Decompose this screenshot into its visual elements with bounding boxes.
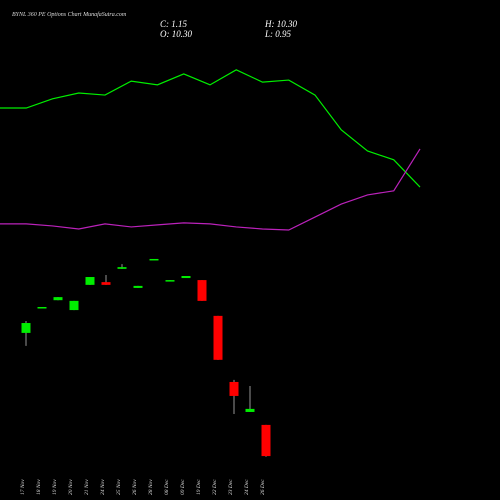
- x-tick-label: 26 Nov: [132, 479, 138, 495]
- x-tick-label: 28 Nov: [148, 479, 154, 495]
- x-tick-label: 20 Nov: [68, 479, 74, 495]
- close-label: C: 1.15: [160, 19, 188, 29]
- x-tick-label: 24 Dec: [243, 479, 250, 495]
- x-tick-label: 19 Dec: [196, 479, 202, 495]
- x-tick-label: 19 Nov: [52, 479, 58, 495]
- x-tick-label: 26 Dec: [260, 479, 266, 495]
- candle-body: [165, 280, 175, 282]
- candle-body: [101, 282, 111, 285]
- candle-body: [149, 258, 159, 261]
- x-tick-label: 21 Nov: [84, 479, 90, 495]
- x-tick-label: 17 Nov: [20, 479, 26, 495]
- x-tick-label: 23 Dec: [228, 479, 234, 495]
- x-tick-label: 18 Nov: [36, 479, 42, 495]
- candle-body: [133, 285, 143, 288]
- candle-body: [53, 297, 63, 301]
- candle-body: [37, 307, 47, 309]
- candle-body: [197, 280, 207, 301]
- candle-body: [181, 276, 191, 279]
- line-series: [0, 148, 421, 231]
- x-tick-label: 22 Dec: [212, 479, 218, 495]
- candle-body: [117, 267, 127, 269]
- chart-title: BYNL 360 PE Options Chart MunafaSutra.co…: [12, 11, 127, 18]
- candle-body: [69, 300, 79, 311]
- open-label: O: 10.30: [160, 29, 192, 39]
- x-tick-label: 24 Nov: [99, 479, 106, 495]
- candle-body: [213, 315, 223, 360]
- candle-body: [261, 424, 271, 457]
- x-tick-label: 25 Nov: [116, 479, 122, 495]
- line-series: [0, 69, 421, 188]
- x-tick-label: 08 Dec: [164, 479, 170, 495]
- candle-body: [245, 408, 255, 412]
- candle-body: [85, 277, 95, 285]
- candle-body: [21, 323, 31, 333]
- x-tick-label: 09 Dec: [180, 479, 186, 495]
- candle-body: [229, 381, 239, 396]
- low-label: L: 0.95: [264, 29, 292, 39]
- high-label: H: 10.30: [264, 19, 297, 29]
